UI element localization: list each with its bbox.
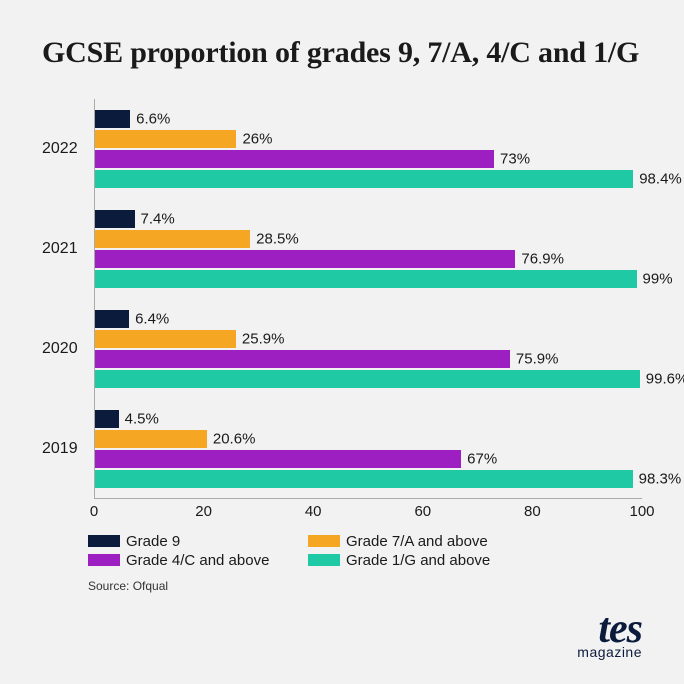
legend-label: Grade 4/C and above (126, 552, 269, 569)
bar-value-label: 98.3% (639, 470, 682, 487)
legend-swatch (88, 554, 120, 566)
x-tick-label: 20 (195, 503, 212, 520)
chart-title: GCSE proportion of grades 9, 7/A, 4/C an… (42, 36, 642, 71)
bar: 67% (94, 450, 461, 468)
legend-item: Grade 1/G and above (308, 552, 528, 569)
bar: 6.4% (94, 310, 129, 328)
bar-value-label: 6.6% (136, 110, 170, 127)
bar: 28.5% (94, 230, 250, 248)
bar: 98.3% (94, 470, 633, 488)
legend-swatch (308, 535, 340, 547)
bar: 7.4% (94, 210, 135, 228)
bar-value-label: 25.9% (242, 330, 285, 347)
bar-value-label: 4.5% (125, 410, 159, 427)
logo-main: tes (577, 613, 642, 647)
bar: 75.9% (94, 350, 510, 368)
bar: 4.5% (94, 410, 119, 428)
x-axis: 020406080100 (94, 499, 642, 521)
legend-label: Grade 7/A and above (346, 533, 488, 550)
legend: Grade 9 Grade 7/A and above Grade 4/C and … (88, 533, 548, 571)
x-tick-label: 80 (524, 503, 541, 520)
legend-label: Grade 1/G and above (346, 552, 490, 569)
bar-value-label: 67% (467, 450, 497, 467)
legend-item: Grade 7/A and above (308, 533, 528, 550)
legend-label: Grade 9 (126, 533, 180, 550)
bar-value-label: 28.5% (256, 230, 299, 247)
bar-value-label: 99% (643, 270, 673, 287)
bar-value-label: 76.9% (521, 250, 564, 267)
bar: 6.6% (94, 110, 130, 128)
legend-swatch (88, 535, 120, 547)
bar: 26% (94, 130, 236, 148)
bar: 20.6% (94, 430, 207, 448)
bar-value-label: 99.6% (646, 370, 684, 387)
chart-plot-area: 20226.6%26%73%98.4%20217.4%28.5%76.9%99%… (94, 99, 642, 499)
bar: 99% (94, 270, 637, 288)
y-axis-line (94, 99, 95, 498)
bar-value-label: 6.4% (135, 310, 169, 327)
legend-swatch (308, 554, 340, 566)
bar-value-label: 7.4% (141, 210, 175, 227)
year-group: 20217.4%28.5%76.9%99% (94, 199, 642, 299)
x-tick-label: 0 (90, 503, 98, 520)
bar-value-label: 73% (500, 150, 530, 167)
bar-value-label: 98.4% (639, 170, 682, 187)
year-group: 20194.5%20.6%67%98.3% (94, 399, 642, 499)
year-group: 20206.4%25.9%75.9%99.6% (94, 299, 642, 399)
legend-item: Grade 9 (88, 533, 308, 550)
chart-container: GCSE proportion of grades 9, 7/A, 4/C an… (0, 0, 684, 613)
source-text: Source: Ofqual (88, 579, 642, 593)
brand-logo: tes magazine (577, 613, 642, 658)
x-tick-label: 60 (414, 503, 431, 520)
year-label: 2019 (42, 440, 78, 458)
x-tick-label: 40 (305, 503, 322, 520)
bar-value-label: 75.9% (516, 350, 559, 367)
legend-item: Grade 4/C and above (88, 552, 308, 569)
year-label: 2020 (42, 340, 78, 358)
bar-value-label: 26% (242, 130, 272, 147)
bar: 25.9% (94, 330, 236, 348)
bar: 76.9% (94, 250, 515, 268)
year-label: 2021 (42, 240, 78, 258)
x-tick-label: 100 (629, 503, 654, 520)
year-group: 20226.6%26%73%98.4% (94, 99, 642, 199)
year-label: 2022 (42, 140, 78, 158)
bar: 98.4% (94, 170, 633, 188)
bar-value-label: 20.6% (213, 430, 256, 447)
bar: 73% (94, 150, 494, 168)
logo-sub: magazine (577, 647, 642, 658)
bar: 99.6% (94, 370, 640, 388)
